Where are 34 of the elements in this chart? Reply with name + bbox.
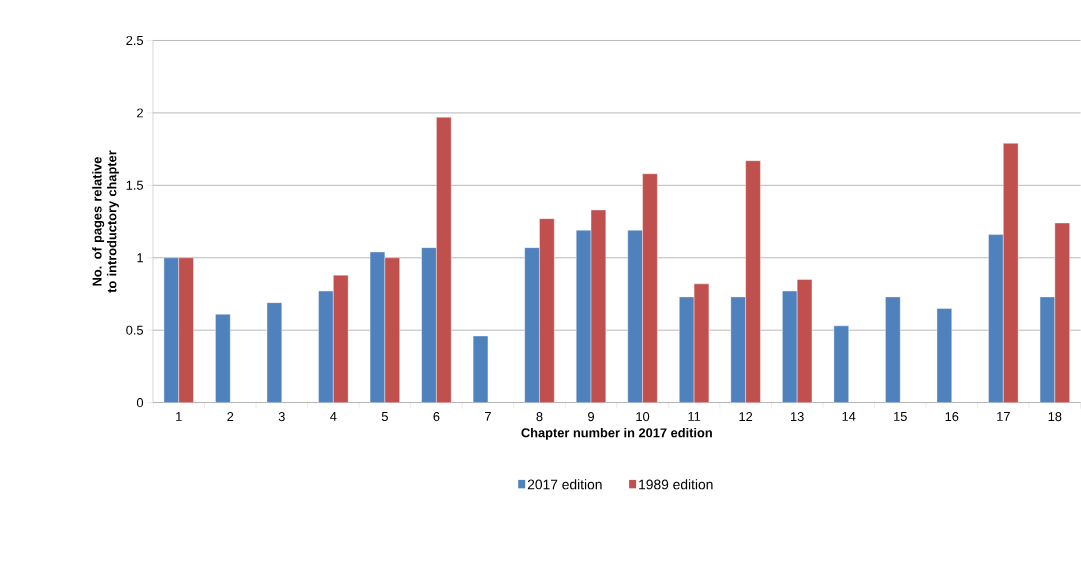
x-tick-label: 7 [485,412,491,422]
x-tick-label: 11 [688,412,701,422]
x-tick-label: 14 [842,412,856,422]
bar [885,296,901,404]
x-tick-label: 12 [739,412,753,422]
legend-label: 1989 edition [639,479,713,490]
x-tick-label: 10 [636,412,650,422]
y-tick-label: 1.5 [126,181,144,191]
bar [215,314,231,404]
x-tick-label: 6 [433,412,440,422]
bar [266,302,283,404]
y-tick-label: 0 [136,398,144,408]
y-tick-label: 1 [137,253,143,263]
x-tick-label: 1 [176,412,182,422]
x-axis-title: Chapter number in 2017 edition [521,428,712,441]
y-tick-label: 2.5 [126,36,144,46]
y-tick-label: 2 [137,108,143,118]
x-tick-label: 5 [381,412,388,422]
y-tick-label: 0.5 [126,325,144,335]
bar [472,336,489,404]
x-tick-label: 9 [588,412,594,422]
x-tick-label: 18 [1048,412,1062,422]
bar [936,308,952,404]
x-tick-label: 16 [945,412,959,422]
x-tick-label: 8 [536,412,543,422]
bar [833,325,849,404]
x-tick-label: 13 [791,412,804,422]
x-tick-label: 3 [278,412,285,422]
y-axis-title: No. of pages relative to introductory chapter [92,150,119,293]
x-tick-label: 17 [997,412,1010,422]
x-tick-label: 2 [227,412,234,422]
legend-label: 2017 edition [527,479,602,490]
x-tick-label: 15 [894,412,907,422]
x-tick-label: 4 [330,412,337,422]
